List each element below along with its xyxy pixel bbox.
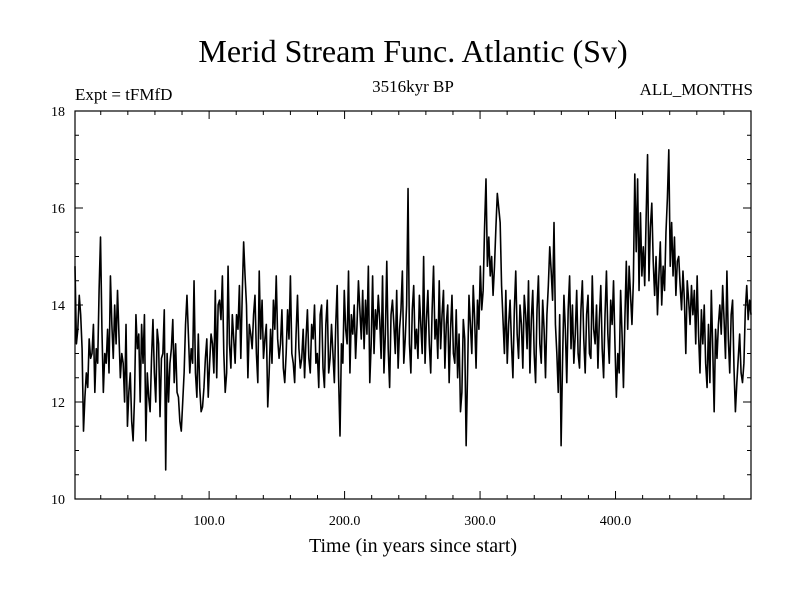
x-tick-label: 100.0	[193, 514, 225, 529]
period-label: 3516kyr BP	[372, 77, 454, 96]
x-axis-label: Time (in years since start)	[309, 535, 517, 557]
plot-frame	[74, 110, 752, 500]
x-tick-label: 400.0	[600, 514, 632, 529]
y-tick-label: 18	[51, 105, 65, 120]
y-tick-label: 10	[51, 493, 65, 508]
ticks-layer: 10 12 14 16 18 100.0 200.0 300.0 400.0	[51, 105, 751, 529]
series-line-atlantic-moc	[74, 149, 752, 471]
experiment-label: Expt = tFMfD	[75, 85, 172, 104]
series-layer	[74, 149, 752, 471]
x-tick-label: 200.0	[329, 514, 361, 529]
months-label: ALL_MONTHS	[640, 80, 753, 99]
y-tick-label: 12	[51, 396, 65, 411]
y-tick-label: 14	[51, 299, 65, 314]
x-tick-label: 300.0	[464, 514, 496, 529]
chart-title: Merid Stream Func. Atlantic (Sv)	[198, 33, 627, 69]
y-tick-label: 16	[51, 202, 65, 217]
